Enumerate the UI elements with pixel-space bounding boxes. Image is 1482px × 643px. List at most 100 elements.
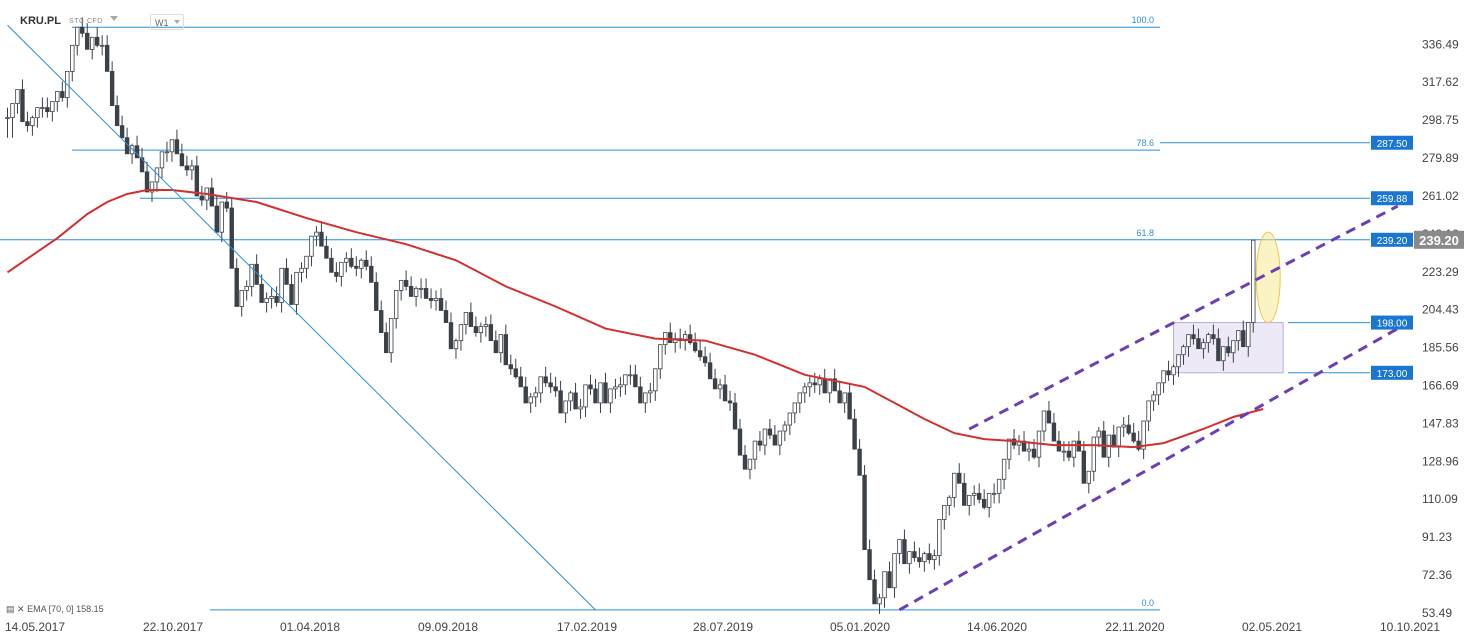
candle-body — [747, 458, 753, 470]
candle-body — [757, 440, 763, 446]
candle-body — [438, 298, 444, 311]
candle-body — [927, 553, 932, 561]
candle-body — [996, 478, 1002, 494]
downtrend-line — [7, 24, 596, 611]
candle-body — [583, 384, 588, 408]
candle-body — [653, 368, 658, 392]
candle-body — [548, 382, 553, 388]
price-level-value: 173.00 — [1377, 369, 1408, 380]
candle-body — [842, 392, 847, 404]
candle-body — [1146, 400, 1151, 422]
candle-body — [5, 117, 10, 120]
candle-body — [981, 498, 987, 508]
candle-body — [279, 267, 284, 303]
candle-body — [99, 44, 105, 47]
candle-body — [229, 207, 234, 269]
y-tick-label: 72.36 — [1422, 568, 1452, 582]
candle-body — [568, 392, 573, 402]
ema-indicator-label[interactable]: ▤ ✕ EMA [70, 0] 158.15 — [6, 604, 104, 615]
price-level-value: 259.88 — [1377, 194, 1408, 205]
candle-body — [498, 334, 504, 354]
candle-body — [603, 382, 608, 404]
candle-body — [643, 392, 648, 404]
candle-body — [423, 288, 429, 299]
y-tick-label: 110.09 — [1422, 492, 1458, 506]
candle-body — [60, 91, 65, 98]
candle-body — [219, 201, 224, 233]
timeframe-label: W1 — [155, 18, 169, 28]
candle-body — [513, 368, 518, 378]
candle-body — [234, 267, 239, 307]
candle-body — [443, 310, 449, 323]
candle-body — [374, 281, 379, 311]
candle-body — [1081, 450, 1087, 484]
y-tick-label: 336.49 — [1422, 37, 1459, 51]
candle-body — [573, 392, 578, 410]
price-level-box — [1371, 135, 1413, 150]
y-tick-label: 185.56 — [1422, 341, 1459, 355]
candle-body — [294, 271, 299, 305]
candle-body — [324, 245, 329, 259]
candle-body — [448, 322, 454, 350]
candle-body — [692, 342, 698, 352]
price-level-box — [1371, 232, 1413, 247]
candle-body — [937, 519, 942, 557]
candle-body — [1096, 430, 1101, 438]
candle-body — [20, 89, 25, 123]
candle-body — [837, 390, 842, 404]
price-level-box — [1371, 315, 1413, 330]
candle-body — [159, 151, 165, 169]
candle-body — [538, 376, 543, 394]
candle-body — [379, 310, 384, 334]
fib-label: 100.0 — [1131, 15, 1154, 25]
candle-body — [1241, 330, 1246, 348]
timeframe-selector[interactable]: W1 — [150, 14, 184, 30]
ema-label: EMA [70, 0] 158.15 — [27, 604, 104, 614]
candle-body — [578, 406, 583, 410]
y-tick-label: 223.29 — [1422, 265, 1459, 279]
candle-body — [1196, 338, 1201, 350]
candle-body — [488, 324, 494, 342]
y-tick-label: 204.43 — [1422, 303, 1459, 317]
channel-line — [898, 327, 1399, 612]
candle-body — [633, 374, 638, 388]
candle-body — [922, 553, 927, 563]
candle-body — [149, 181, 155, 193]
candle-body — [986, 492, 992, 508]
price-levels-layer — [140, 142, 1370, 374]
candle-body — [503, 334, 508, 366]
candle-body — [144, 171, 150, 193]
candle-body — [164, 151, 170, 154]
candle-body — [1226, 346, 1231, 354]
candle-body — [334, 271, 339, 277]
candle-body — [917, 557, 922, 563]
candle-body — [319, 231, 324, 247]
candle-body — [593, 388, 598, 404]
candle-body — [508, 364, 513, 370]
x-tick-label: 05.01.2020 — [830, 620, 890, 634]
candle-body — [1111, 434, 1116, 448]
candle-body — [668, 332, 673, 344]
instrument-type-dropdown[interactable]: STC CFD — [69, 18, 103, 25]
candle-body — [384, 332, 389, 354]
candle-body — [45, 107, 50, 113]
candle-body — [1001, 458, 1007, 480]
candle-body — [932, 555, 937, 561]
fib-label: 0.0 — [1141, 598, 1154, 608]
chevron-down-icon[interactable] — [174, 20, 180, 24]
candle-body — [687, 334, 693, 344]
candle-body — [1126, 424, 1131, 434]
candle-body — [533, 392, 538, 398]
candle-body — [80, 26, 85, 34]
candle-body — [309, 235, 314, 257]
candle-body — [403, 279, 409, 287]
candle-body — [1056, 440, 1062, 452]
candle-body — [742, 454, 748, 470]
chevron-down-icon[interactable] — [110, 16, 118, 21]
candle-body — [623, 374, 628, 386]
candle-body — [1236, 330, 1241, 342]
y-tick-label: 147.83 — [1422, 416, 1459, 430]
breakout-highlight — [1255, 231, 1281, 324]
